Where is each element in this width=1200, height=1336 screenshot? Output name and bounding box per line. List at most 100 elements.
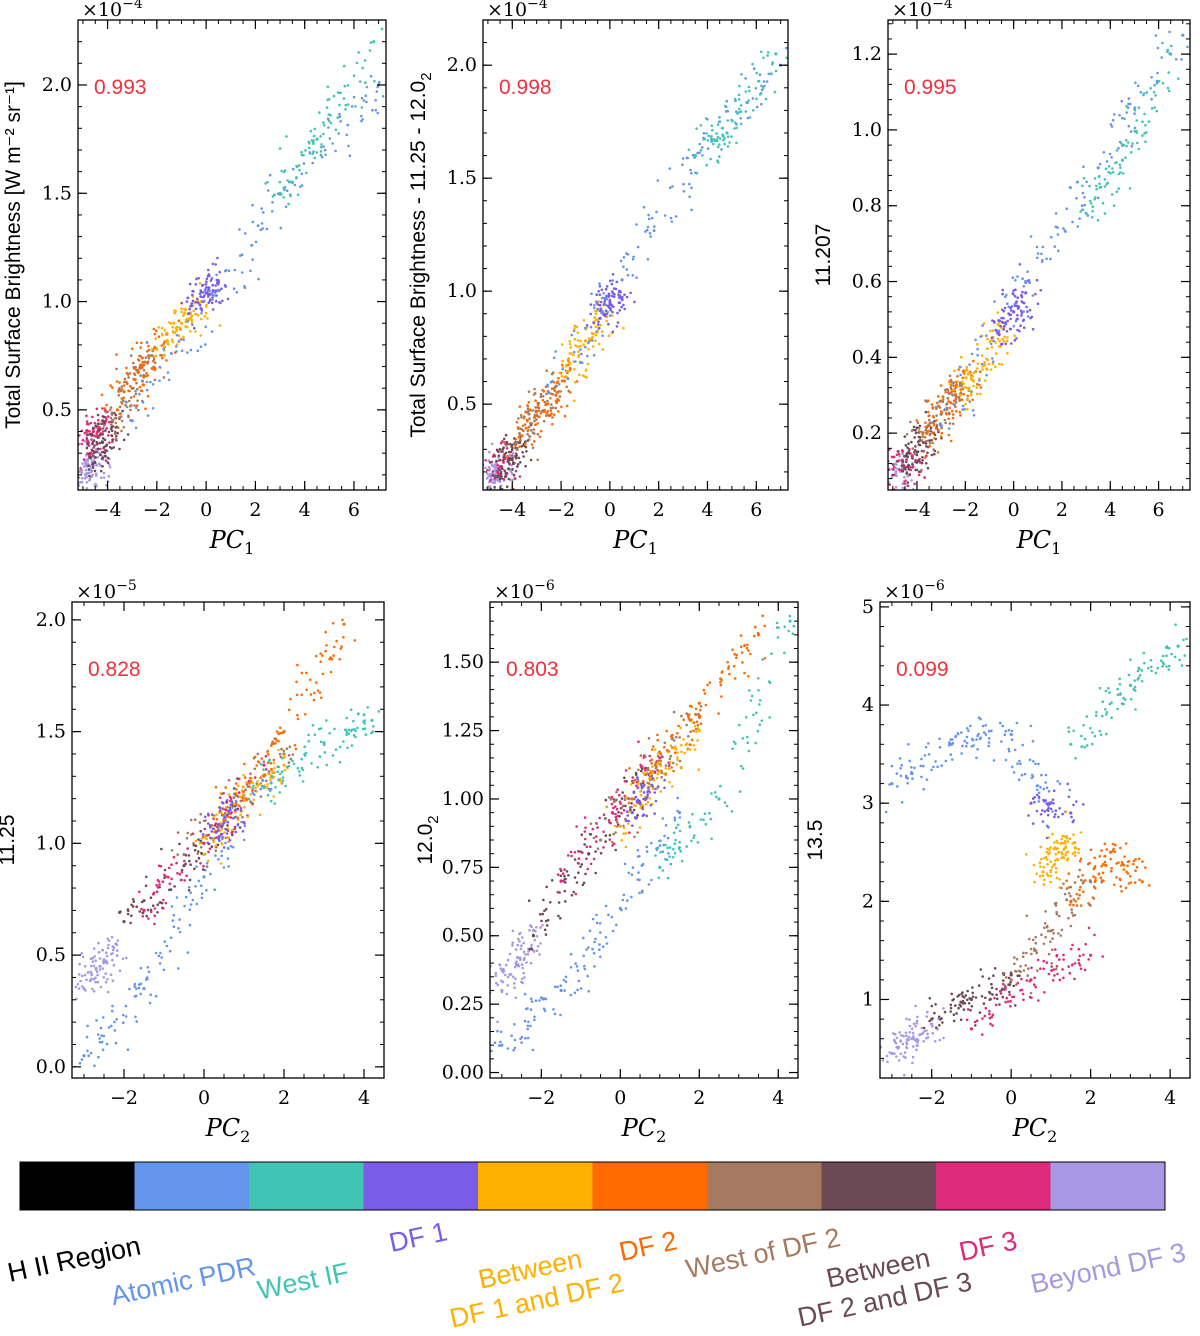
data-point — [541, 912, 544, 916]
data-point — [961, 370, 965, 373]
data-point — [245, 781, 248, 784]
data-point — [538, 953, 541, 956]
data-point — [592, 952, 596, 955]
x-tick-label: −2 — [110, 1087, 138, 1109]
data-point — [147, 917, 150, 920]
data-point — [493, 477, 497, 480]
data-point — [577, 350, 580, 354]
data-point — [255, 764, 258, 767]
data-point — [514, 948, 518, 951]
x-tick-label: 6 — [348, 499, 360, 521]
data-point — [218, 796, 222, 799]
data-point — [506, 984, 510, 987]
y-tick-label: 0.25 — [442, 993, 484, 1015]
data-point — [234, 794, 238, 797]
data-point — [219, 821, 223, 825]
data-point — [1013, 339, 1017, 342]
data-point — [177, 334, 181, 337]
data-point — [125, 956, 128, 960]
data-point — [894, 471, 898, 475]
data-point — [972, 371, 976, 375]
data-point — [211, 283, 214, 287]
data-point — [108, 466, 112, 469]
data-point — [160, 901, 164, 905]
data-point — [224, 786, 227, 789]
data-point — [622, 303, 625, 307]
data-point — [749, 652, 752, 656]
data-point — [680, 859, 684, 863]
data-point — [185, 317, 189, 321]
data-point — [639, 782, 643, 786]
data-point — [544, 933, 548, 936]
data-point — [645, 797, 648, 800]
data-point — [77, 973, 81, 976]
data-point — [534, 929, 537, 933]
data-point — [696, 723, 700, 727]
data-point — [491, 481, 495, 484]
data-point — [529, 997, 533, 1000]
data-point — [202, 819, 206, 823]
data-point — [267, 787, 271, 791]
data-point — [233, 825, 237, 829]
data-point — [922, 450, 925, 453]
data-point — [944, 391, 947, 394]
data-point — [510, 1034, 513, 1037]
data-point — [920, 1026, 924, 1030]
data-point — [223, 284, 227, 287]
data-point — [644, 230, 647, 233]
x-tick-label: 6 — [1153, 499, 1165, 521]
data-point — [128, 399, 131, 403]
data-point — [235, 291, 239, 294]
data-point — [641, 891, 644, 894]
data-point — [199, 846, 203, 849]
data-point — [274, 786, 277, 789]
data-point — [318, 691, 322, 694]
data-point — [752, 713, 755, 717]
data-point — [178, 918, 181, 921]
data-point — [159, 951, 162, 955]
data-point — [197, 301, 200, 305]
data-point — [562, 379, 566, 383]
data-point — [968, 386, 971, 390]
data-point — [122, 920, 126, 924]
data-point — [612, 832, 615, 836]
data-point — [632, 780, 635, 784]
data-point — [760, 719, 764, 722]
data-point — [879, 487, 882, 490]
data-point — [591, 339, 594, 342]
data-point — [939, 435, 943, 438]
x-tick-label: 0 — [1008, 499, 1020, 521]
data-point — [151, 359, 155, 363]
data-point — [735, 141, 738, 145]
data-point — [676, 758, 679, 762]
data-point — [746, 643, 749, 647]
data-point — [188, 330, 192, 333]
data-point — [168, 949, 172, 953]
data-point — [522, 950, 526, 954]
data-point — [166, 371, 170, 374]
data-point — [573, 858, 577, 861]
data-point — [963, 408, 966, 411]
x-tick-label: 2 — [278, 1087, 290, 1109]
data-point — [717, 120, 721, 124]
data-point — [508, 458, 511, 462]
data-point — [573, 327, 576, 330]
data-point — [639, 763, 642, 767]
data-point — [152, 327, 156, 331]
data-point — [244, 797, 248, 801]
data-point — [338, 115, 342, 118]
data-point — [285, 189, 289, 192]
data-point — [567, 369, 571, 373]
data-point — [1125, 104, 1128, 108]
data-point — [505, 447, 509, 450]
data-point — [751, 109, 755, 112]
data-point — [170, 849, 174, 852]
data-point — [494, 475, 497, 478]
data-point — [924, 410, 928, 414]
data-point — [911, 1045, 915, 1048]
data-point — [493, 463, 497, 466]
y-tick-label: 1.50 — [442, 651, 484, 673]
data-point — [565, 385, 568, 389]
data-point — [975, 382, 979, 386]
data-point — [512, 451, 515, 455]
